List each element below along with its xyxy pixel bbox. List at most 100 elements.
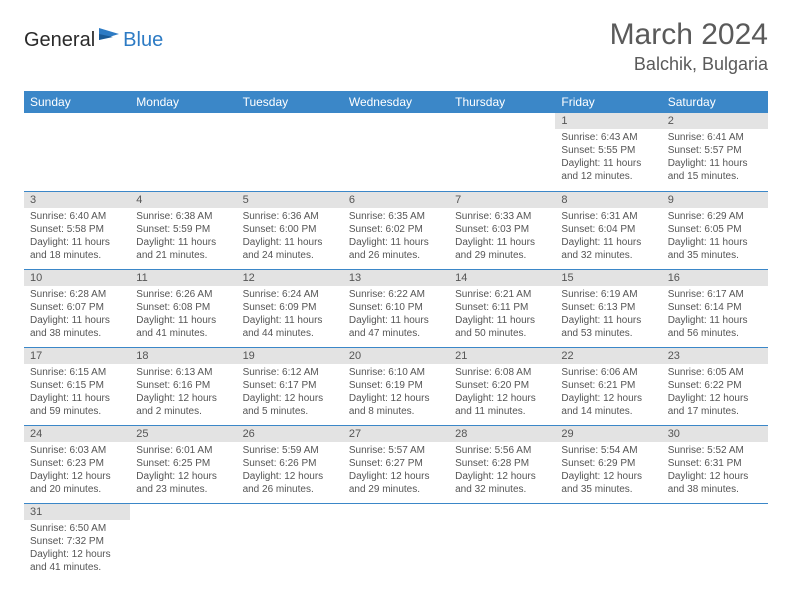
day-line: Sunset: 6:10 PM <box>349 301 443 314</box>
calendar-row: 10Sunrise: 6:28 AMSunset: 6:07 PMDayligh… <box>24 269 768 347</box>
day-details: Sunrise: 5:59 AMSunset: 6:26 PMDaylight:… <box>237 442 343 500</box>
day-line: and 14 minutes. <box>561 405 655 418</box>
day-number: 24 <box>24 426 130 442</box>
day-line: Daylight: 11 hours <box>455 314 549 327</box>
day-line: Sunrise: 6:15 AM <box>30 366 124 379</box>
day-line: Sunset: 5:55 PM <box>561 144 655 157</box>
day-number: 23 <box>662 348 768 364</box>
day-line: and 23 minutes. <box>136 483 230 496</box>
day-line: Daylight: 11 hours <box>349 314 443 327</box>
calendar-row: 3Sunrise: 6:40 AMSunset: 5:58 PMDaylight… <box>24 191 768 269</box>
logo: General Blue <box>24 18 163 55</box>
calendar-cell: 2Sunrise: 6:41 AMSunset: 5:57 PMDaylight… <box>662 113 768 191</box>
day-number: 20 <box>343 348 449 364</box>
day-details: Sunrise: 6:05 AMSunset: 6:22 PMDaylight:… <box>662 364 768 422</box>
day-number: 8 <box>555 192 661 208</box>
day-details: Sunrise: 6:50 AMSunset: 7:32 PMDaylight:… <box>24 520 130 578</box>
day-line: and 29 minutes. <box>349 483 443 496</box>
calendar-cell: 30Sunrise: 5:52 AMSunset: 6:31 PMDayligh… <box>662 425 768 503</box>
calendar-cell: 9Sunrise: 6:29 AMSunset: 6:05 PMDaylight… <box>662 191 768 269</box>
day-line: Sunrise: 6:40 AM <box>30 210 124 223</box>
day-details: Sunrise: 6:26 AMSunset: 6:08 PMDaylight:… <box>130 286 236 344</box>
day-line: and 26 minutes. <box>349 249 443 262</box>
day-line: Sunrise: 6:43 AM <box>561 131 655 144</box>
day-line: and 24 minutes. <box>243 249 337 262</box>
calendar-cell: 5Sunrise: 6:36 AMSunset: 6:00 PMDaylight… <box>237 191 343 269</box>
day-number: 10 <box>24 270 130 286</box>
calendar-cell <box>237 113 343 191</box>
day-line: and 32 minutes. <box>455 483 549 496</box>
calendar-cell: 27Sunrise: 5:57 AMSunset: 6:27 PMDayligh… <box>343 425 449 503</box>
location: Balchik, Bulgaria <box>610 54 768 75</box>
calendar-cell <box>662 503 768 581</box>
day-line: Sunrise: 6:08 AM <box>455 366 549 379</box>
day-line: and 12 minutes. <box>561 170 655 183</box>
calendar-table: SundayMondayTuesdayWednesdayThursdayFrid… <box>24 91 768 581</box>
day-details: Sunrise: 6:41 AMSunset: 5:57 PMDaylight:… <box>662 129 768 187</box>
day-line: Daylight: 12 hours <box>243 470 337 483</box>
day-line: Sunset: 6:14 PM <box>668 301 762 314</box>
calendar-cell: 11Sunrise: 6:26 AMSunset: 6:08 PMDayligh… <box>130 269 236 347</box>
day-line: Sunset: 6:20 PM <box>455 379 549 392</box>
day-line: Sunrise: 6:28 AM <box>30 288 124 301</box>
day-number: 7 <box>449 192 555 208</box>
day-details: Sunrise: 5:54 AMSunset: 6:29 PMDaylight:… <box>555 442 661 500</box>
calendar-cell: 3Sunrise: 6:40 AMSunset: 5:58 PMDaylight… <box>24 191 130 269</box>
day-line: and 38 minutes. <box>30 327 124 340</box>
day-line: Sunrise: 6:01 AM <box>136 444 230 457</box>
title-block: March 2024 Balchik, Bulgaria <box>610 18 768 75</box>
day-line: and 41 minutes. <box>136 327 230 340</box>
day-line: Daylight: 12 hours <box>30 548 124 561</box>
day-line: Sunrise: 6:12 AM <box>243 366 337 379</box>
day-details: Sunrise: 6:17 AMSunset: 6:14 PMDaylight:… <box>662 286 768 344</box>
day-number: 6 <box>343 192 449 208</box>
day-line: Sunset: 6:02 PM <box>349 223 443 236</box>
day-number: 21 <box>449 348 555 364</box>
calendar-cell <box>24 113 130 191</box>
day-number: 13 <box>343 270 449 286</box>
day-details: Sunrise: 6:33 AMSunset: 6:03 PMDaylight:… <box>449 208 555 266</box>
day-line: and 8 minutes. <box>349 405 443 418</box>
calendar-cell: 8Sunrise: 6:31 AMSunset: 6:04 PMDaylight… <box>555 191 661 269</box>
day-details: Sunrise: 6:10 AMSunset: 6:19 PMDaylight:… <box>343 364 449 422</box>
day-line: Sunset: 6:21 PM <box>561 379 655 392</box>
calendar-cell: 18Sunrise: 6:13 AMSunset: 6:16 PMDayligh… <box>130 347 236 425</box>
weekday-header: Tuesday <box>237 91 343 113</box>
day-line: Sunrise: 6:38 AM <box>136 210 230 223</box>
day-line: Sunset: 6:29 PM <box>561 457 655 470</box>
day-line: Sunset: 6:31 PM <box>668 457 762 470</box>
day-line: Sunrise: 5:59 AM <box>243 444 337 457</box>
day-line: Daylight: 11 hours <box>668 236 762 249</box>
day-line: Daylight: 11 hours <box>455 236 549 249</box>
day-line: and 59 minutes. <box>30 405 124 418</box>
day-line: Daylight: 12 hours <box>349 392 443 405</box>
calendar-cell: 7Sunrise: 6:33 AMSunset: 6:03 PMDaylight… <box>449 191 555 269</box>
calendar-cell: 19Sunrise: 6:12 AMSunset: 6:17 PMDayligh… <box>237 347 343 425</box>
calendar-cell: 26Sunrise: 5:59 AMSunset: 6:26 PMDayligh… <box>237 425 343 503</box>
day-line: Sunset: 6:17 PM <box>243 379 337 392</box>
day-number: 16 <box>662 270 768 286</box>
day-number: 5 <box>237 192 343 208</box>
day-line: Daylight: 11 hours <box>136 314 230 327</box>
day-number: 15 <box>555 270 661 286</box>
day-line: Sunset: 6:00 PM <box>243 223 337 236</box>
day-number: 12 <box>237 270 343 286</box>
calendar-cell <box>555 503 661 581</box>
calendar-page: General Blue March 2024 Balchik, Bulgari… <box>0 0 792 599</box>
day-number: 22 <box>555 348 661 364</box>
day-line: Sunset: 6:23 PM <box>30 457 124 470</box>
day-line: and 50 minutes. <box>455 327 549 340</box>
day-line: Sunrise: 6:50 AM <box>30 522 124 535</box>
logo-text-1: General <box>24 29 95 52</box>
logo-text-2: Blue <box>123 29 163 52</box>
day-details: Sunrise: 5:56 AMSunset: 6:28 PMDaylight:… <box>449 442 555 500</box>
day-number: 31 <box>24 504 130 520</box>
day-number: 18 <box>130 348 236 364</box>
calendar-cell: 31Sunrise: 6:50 AMSunset: 7:32 PMDayligh… <box>24 503 130 581</box>
day-line: Sunrise: 6:29 AM <box>668 210 762 223</box>
day-details: Sunrise: 6:43 AMSunset: 5:55 PMDaylight:… <box>555 129 661 187</box>
day-details: Sunrise: 5:52 AMSunset: 6:31 PMDaylight:… <box>662 442 768 500</box>
calendar-row: 17Sunrise: 6:15 AMSunset: 6:15 PMDayligh… <box>24 347 768 425</box>
calendar-cell <box>343 113 449 191</box>
day-number: 14 <box>449 270 555 286</box>
